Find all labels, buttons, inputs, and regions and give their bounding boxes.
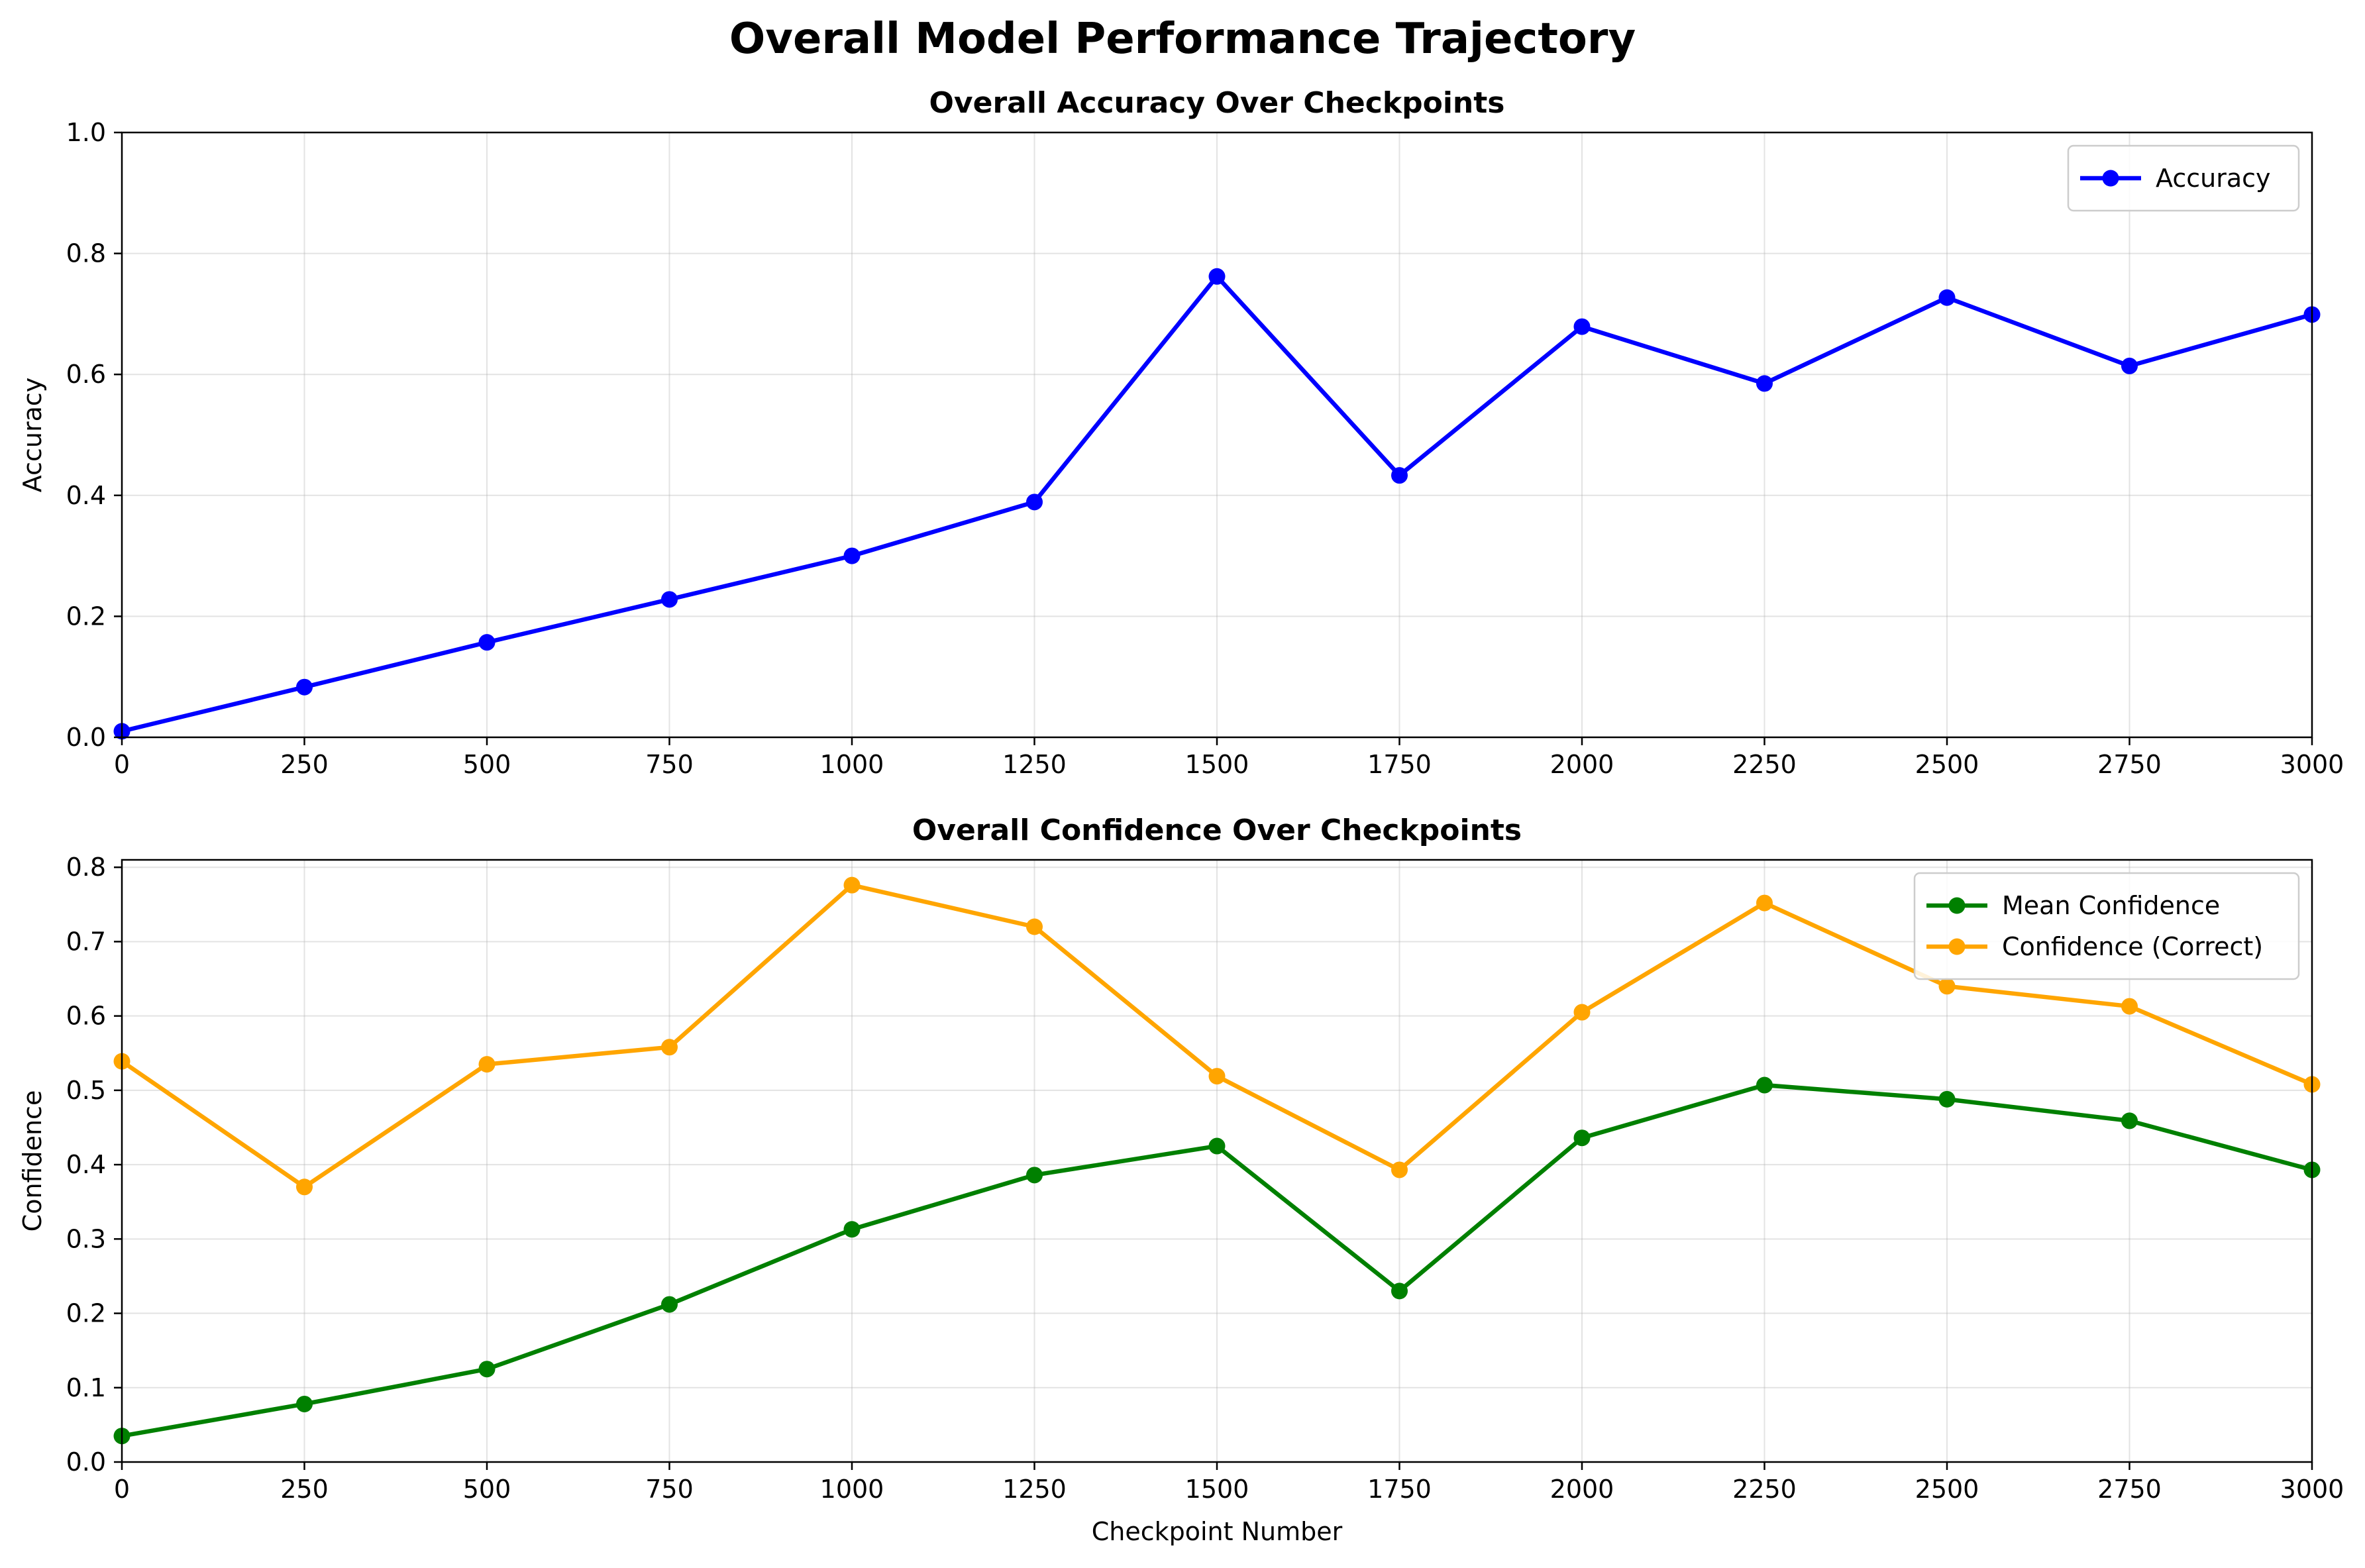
data-point [1756,894,1773,912]
x-tick-label: 3000 [2280,1475,2344,1504]
data-point [1208,1137,1226,1155]
data-point [661,1296,678,1313]
x-tick-label: 2000 [1550,1475,1614,1504]
y-tick-label: 0.8 [66,239,106,268]
data-point [843,547,861,564]
data-point [843,876,861,894]
y-axis-label: Accuracy [18,378,47,493]
y-tick-label: 0.4 [66,1150,106,1179]
data-point [1208,1068,1226,1085]
data-point [1573,1004,1591,1021]
y-tick-label: 0.1 [66,1373,106,1402]
data-point [1208,268,1226,285]
data-point [1391,1161,1408,1178]
data-point [1756,1076,1773,1094]
data-point [296,1178,313,1196]
data-point [1026,918,1043,935]
x-tick-label: 2000 [1550,750,1614,779]
y-tick-label: 0.2 [66,601,106,631]
y-tick-label: 0.6 [66,1002,106,1031]
data-point [478,634,496,651]
x-tick-label: 2750 [2097,1475,2162,1504]
x-tick-label: 1750 [1367,750,1432,779]
x-axis-label: Checkpoint Number [1092,1517,1343,1546]
data-point [1573,1129,1591,1147]
x-tick-label: 2750 [2097,750,2162,779]
x-tick-label: 750 [645,1475,694,1504]
x-tick-label: 1000 [820,750,884,779]
legend-swatch-marker [2102,170,2119,187]
y-tick-label: 0.3 [66,1224,106,1253]
legend-box [1913,872,2300,980]
data-point [661,591,678,608]
y-tick-label: 1.0 [66,118,106,147]
x-tick-label: 500 [463,1475,511,1504]
x-tick-label: 750 [645,750,694,779]
legend-box [2067,144,2300,212]
chart-panel-1: 0 250 500 750 1000 1250 1500 1750 2000 2250 2500 27… [18,86,2344,779]
data-point [1938,978,1956,995]
data-point [1391,467,1408,484]
y-tick-label: 0.0 [66,1447,106,1477]
y-tick-label: 0.2 [66,1299,106,1328]
data-point [296,1395,313,1412]
data-point [843,1221,861,1238]
x-tick-label: 2500 [1915,750,1979,779]
x-tick-label: 0 [114,1475,130,1504]
data-point [661,1039,678,1056]
data-point [1026,1167,1043,1184]
data-point [1756,375,1773,392]
data-point [1573,318,1591,335]
data-point [1938,289,1956,306]
chart-title: Overall Confidence Over Checkpoints [912,813,1522,847]
x-tick-label: 1250 [1002,1475,1067,1504]
x-tick-label: 1500 [1185,750,1249,779]
chart-panel-2: 0 250 500 750 1000 1250 1500 1750 2000 2250 2500 27… [18,813,2344,1546]
x-tick-label: 0 [114,750,130,779]
x-tick-label: 1000 [820,1475,884,1504]
data-point [2121,998,2138,1015]
x-tick-label: 2250 [1732,750,1797,779]
y-tick-label: 0.0 [66,723,106,752]
data-point [1391,1282,1408,1300]
y-tick-label: 0.6 [66,360,106,389]
data-point [1938,1090,1956,1108]
y-tick-label: 0.5 [66,1076,106,1105]
legend: Accuracy [2067,144,2300,212]
x-tick-label: 250 [280,750,329,779]
data-point [296,678,313,696]
x-tick-label: 1500 [1185,1475,1249,1504]
legend-swatch-marker [1948,897,1966,914]
x-tick-label: 2500 [1915,1475,1979,1504]
data-point [2121,1112,2138,1129]
x-tick-label: 500 [463,750,511,779]
legend-entry-label: Confidence (Correct) [2002,932,2263,961]
x-tick-label: 1750 [1367,1475,1432,1504]
x-tick-label: 2250 [1732,1475,1797,1504]
x-tick-label: 1250 [1002,750,1067,779]
y-axis-label: Confidence [18,1090,47,1232]
figure-title: Overall Model Performance Trajectory [729,15,1636,64]
data-point [478,1361,496,1378]
chart-title: Overall Accuracy Over Checkpoints [929,86,1505,120]
legend-entry-label: Accuracy [2156,164,2271,193]
data-point [478,1056,496,1073]
x-tick-label: 3000 [2280,750,2344,779]
data-point [1026,494,1043,511]
x-tick-label: 250 [280,1475,329,1504]
y-tick-label: 0.8 [66,853,106,882]
y-tick-label: 0.4 [66,481,106,510]
legend: Mean Confidence Confidence (Correct) [1913,872,2300,980]
y-tick-label: 0.7 [66,927,106,956]
legend-entry-label: Mean Confidence [2002,891,2220,920]
data-point [2121,357,2138,374]
legend-swatch-marker [1948,938,1966,955]
